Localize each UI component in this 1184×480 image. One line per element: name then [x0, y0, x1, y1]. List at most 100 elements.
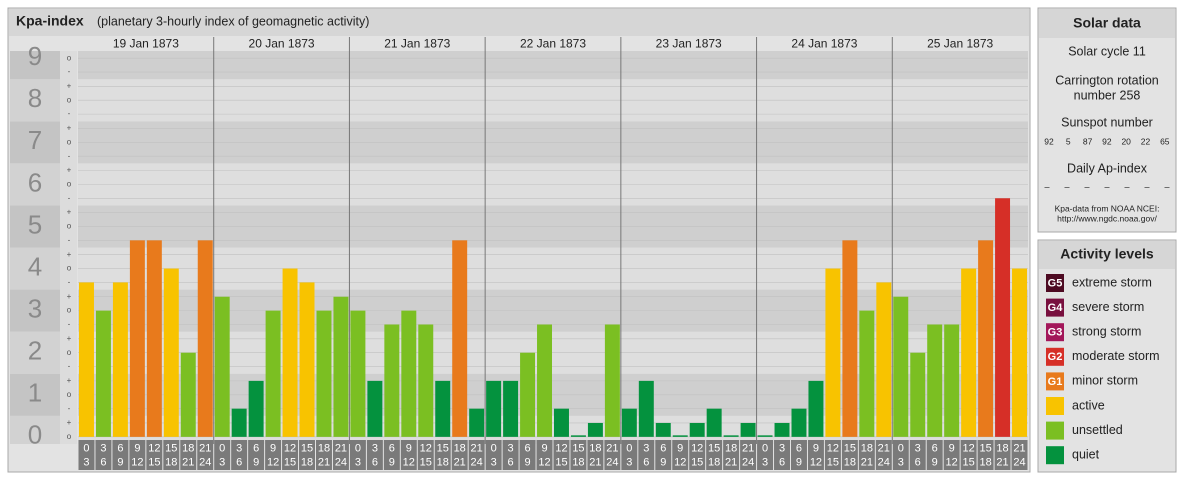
- x-tick-from: 15: [979, 442, 991, 454]
- x-tick-box: [316, 440, 332, 470]
- x-tick-box: [621, 440, 638, 470]
- bar: [910, 352, 926, 437]
- x-tick-box: [740, 440, 757, 470]
- x-tick-box: [774, 440, 790, 470]
- x-tick-to: 6: [372, 456, 378, 468]
- day-label: 20 Jan 1873: [249, 37, 315, 51]
- minor-tick-label: o: [67, 222, 72, 231]
- legend-label: quiet: [1072, 447, 1100, 461]
- x-tick-to: 24: [1013, 456, 1025, 468]
- x-tick-from: 0: [898, 442, 904, 454]
- x-tick-to: 15: [691, 456, 703, 468]
- x-tick-to: 24: [471, 456, 483, 468]
- bar: [774, 422, 790, 437]
- bar: [825, 268, 841, 437]
- x-tick-box: [689, 440, 706, 470]
- legend-label: severe storm: [1072, 300, 1144, 314]
- day-header: [485, 37, 621, 51]
- bar: [655, 422, 671, 437]
- day-header: [620, 37, 757, 51]
- y-tick-label: 5: [28, 209, 42, 239]
- day-header: [78, 37, 214, 51]
- bar: [537, 324, 552, 437]
- x-tick-to: 3: [219, 456, 225, 468]
- legend-swatch: [1046, 446, 1064, 465]
- x-tick-box: [502, 440, 519, 470]
- x-tick-to: 9: [389, 456, 395, 468]
- x-tick-from: 15: [437, 442, 449, 454]
- x-tick-to: 6: [508, 456, 514, 468]
- x-tick-to: 6: [236, 456, 242, 468]
- x-tick-to: 9: [253, 456, 259, 468]
- x-tick-from: 3: [779, 442, 785, 454]
- levels-title: Activity levels: [1060, 246, 1154, 262]
- x-tick-from: 15: [844, 442, 856, 454]
- x-tick-to: 18: [301, 456, 313, 468]
- bar: [367, 380, 383, 437]
- minor-tick-label: +: [67, 208, 72, 217]
- minor-tick-label: o: [67, 390, 72, 399]
- x-tick-box: [299, 440, 315, 470]
- x-tick-from: 0: [219, 442, 225, 454]
- y-tick-label: 9: [28, 41, 42, 71]
- x-tick-from: 15: [301, 442, 313, 454]
- x-tick-from: 6: [253, 442, 259, 454]
- x-tick-to: 9: [796, 456, 802, 468]
- minor-tick-label: -: [68, 151, 71, 160]
- label-band: [10, 415, 60, 444]
- x-tick-box: [265, 440, 282, 470]
- bar: [621, 408, 637, 437]
- x-tick-from: 3: [915, 442, 921, 454]
- y-tick-label: 0: [28, 420, 42, 450]
- legend-label: unsettled: [1072, 423, 1123, 437]
- x-tick-box: [892, 440, 909, 470]
- x-tick-box: [824, 440, 841, 470]
- x-tick-from: 18: [861, 442, 873, 454]
- legend-swatch: [1046, 298, 1064, 317]
- x-tick-to: 21: [318, 456, 330, 468]
- legend-badge: G2: [1048, 351, 1063, 363]
- solar-header: [1039, 9, 1175, 38]
- x-tick-from: 15: [572, 442, 584, 454]
- bar: [146, 240, 162, 437]
- x-tick-box: [451, 440, 468, 470]
- x-tick-to: 18: [844, 456, 856, 468]
- minor-tick-label: +: [67, 418, 72, 427]
- x-tick-to: 3: [898, 456, 904, 468]
- x-tick-from: 21: [878, 442, 890, 454]
- legend-badge: G5: [1048, 277, 1063, 289]
- legend-label: minor storm: [1072, 374, 1138, 388]
- x-tick-to: 21: [725, 456, 737, 468]
- bar: [282, 268, 298, 437]
- x-tick-box: [587, 440, 604, 470]
- x-tick-box: [434, 440, 451, 470]
- day-label: 21 Jan 1873: [384, 37, 450, 51]
- x-tick-to: 15: [420, 456, 432, 468]
- bar: [927, 324, 943, 437]
- x-tick-box: [332, 440, 349, 470]
- bar: [757, 435, 773, 437]
- x-tick-from: 15: [165, 442, 177, 454]
- bar: [842, 240, 858, 437]
- label-band: [10, 289, 60, 332]
- minor-tick-label: -: [68, 404, 71, 413]
- minor-tick-label: -: [68, 67, 71, 76]
- bar: [791, 408, 807, 437]
- day-header: [349, 37, 486, 51]
- x-tick-from: 21: [742, 442, 754, 454]
- x-tick-to: 24: [606, 456, 618, 468]
- sunspot-number: 22: [1141, 136, 1151, 146]
- minor-tick-label: +: [67, 292, 72, 301]
- y-tick-label: 6: [28, 167, 42, 197]
- x-tick-to: 3: [83, 456, 89, 468]
- x-tick-to: 24: [335, 456, 347, 468]
- solar-title: Solar data: [1073, 15, 1141, 31]
- day-label: 24 Jan 1873: [791, 37, 857, 51]
- x-tick-to: 3: [626, 456, 632, 468]
- x-tick-box: [78, 440, 95, 470]
- y-tick-label: 4: [28, 251, 42, 281]
- x-tick-box: [519, 440, 536, 470]
- minor-tick-label: -: [68, 109, 71, 118]
- x-tick-from: 12: [963, 442, 975, 454]
